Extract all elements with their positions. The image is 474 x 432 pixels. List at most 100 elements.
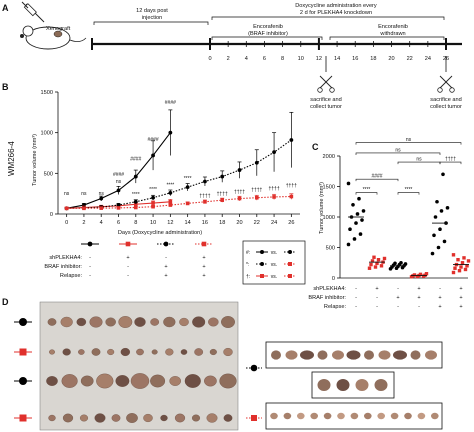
c-bracket (397, 192, 420, 195)
b-data-point (220, 198, 225, 202)
c-design-table: shPLEKHA4: - + - + - + BRAF inhibitor: - - + + + + Rel… (308, 286, 462, 310)
timeline-tick-label: 24 (425, 56, 431, 62)
c-data-point (460, 261, 465, 265)
c-data-point (399, 260, 403, 265)
c-design-value: + (438, 304, 441, 310)
tumor-sample (192, 316, 206, 328)
c-design-row-label: Relapse: (324, 304, 347, 310)
tumor-sample (317, 379, 331, 391)
b-x-tick-label: 16 (202, 220, 208, 226)
tumor-sample (431, 412, 439, 420)
tumor-sample (208, 317, 219, 327)
c-design-value: + (459, 304, 462, 310)
c-design-value: - (418, 304, 420, 310)
c-data-point (435, 199, 439, 204)
b-design-value: + (164, 273, 167, 279)
c-data-point (453, 266, 457, 270)
tumor-sample (310, 412, 319, 420)
c-data-point (369, 262, 373, 267)
phase-bracket (93, 21, 209, 25)
xenograft-label: Xenograft (46, 26, 71, 32)
b-significance-label: ns (81, 191, 87, 197)
c-design-value: - (355, 304, 357, 310)
b-legend-text: vs. (271, 262, 277, 268)
b-y-axis-title: Tumor volume (mm³) (32, 134, 38, 186)
mouse-icon (20, 25, 87, 50)
c-bracket-label: ns (406, 137, 412, 143)
b-annotations: ns ns nsns################****************… (64, 100, 297, 200)
b-data-point (151, 153, 155, 158)
c-design-value: - (397, 286, 399, 292)
tumor-sample (204, 375, 217, 387)
tumor-sample (404, 412, 412, 420)
b-data-point (82, 206, 86, 211)
tumor-sample (374, 379, 388, 391)
tumor-sample (350, 412, 359, 420)
tumor-sample (346, 350, 361, 360)
c-data-point (357, 196, 361, 201)
c-data-point (451, 270, 456, 275)
c-design-value: - (355, 286, 357, 292)
tumor-sample (323, 412, 332, 420)
tumor-sample (184, 374, 201, 388)
c-data-point (456, 258, 460, 262)
c-data-point (375, 261, 379, 266)
b-significance-label: #### (130, 156, 141, 162)
tumor-sample (332, 350, 344, 360)
c-y-tick-label: 1500 (323, 185, 335, 191)
timeline-tick-label: 12 (316, 56, 322, 62)
tumor-sample (143, 413, 153, 423)
b-data-point (168, 200, 173, 204)
b-design-value: + (202, 255, 205, 261)
c-data-point (459, 265, 463, 269)
c-bracket-label: ns (416, 157, 422, 163)
tumor-sample (336, 379, 350, 391)
c-data-point (412, 273, 417, 277)
b-data-point (220, 174, 225, 179)
b-data-point (133, 202, 138, 207)
b-legend: #: vs. *: vs. †: vs. (242, 240, 306, 285)
c-data-point (376, 258, 381, 262)
c-data-point (393, 261, 397, 266)
b-data-point (168, 190, 173, 195)
panel-label-b: B (2, 82, 9, 92)
tumor-sample (61, 374, 78, 388)
tumor-sample (62, 348, 71, 356)
b-data-point (116, 203, 121, 207)
timeline-tick-label: 22 (407, 56, 413, 62)
b-design-value: - (127, 273, 129, 279)
b-x-tick-label: 10 (150, 220, 156, 226)
tumor-sample (393, 350, 407, 360)
timeline-tick-label: 18 (370, 56, 376, 62)
c-design-value: + (438, 295, 441, 301)
tumor-sample (270, 412, 278, 420)
b-data-point (203, 179, 207, 184)
b-data-point (289, 138, 294, 142)
c-design-value: - (376, 304, 378, 310)
phase-post-injection-label-line1: 12 days post (136, 8, 168, 14)
tumor-sample (219, 373, 237, 389)
tumor-sample (169, 376, 181, 386)
b-y-tick-label: 0 (50, 212, 53, 218)
c-bracket-label: ns (395, 147, 401, 153)
tumor-sample (76, 317, 87, 327)
b-significance-label: ns (116, 179, 122, 185)
b-significance-label: #### (148, 137, 159, 143)
b-design-row-label: Relapse: (60, 273, 83, 279)
tumor-sample (206, 413, 218, 423)
panel-label-a: A (2, 3, 9, 13)
b-data-point (237, 168, 242, 172)
tumor-sample (283, 412, 292, 420)
b-x-tick-label: 8 (134, 220, 137, 226)
panel-b: B WM266-4 Tumor volume (mm³) Days (Doxyc… (2, 82, 306, 285)
c-data-point (346, 181, 351, 186)
b-design-row-label: BRAF inhibitor: (44, 264, 82, 270)
b-data-point (272, 150, 276, 155)
c-data-point (361, 209, 366, 213)
b-x-tick-label: 2 (82, 220, 85, 226)
b-legend-marker (288, 250, 292, 254)
c-data-point (367, 266, 372, 270)
c-data-point (403, 262, 408, 266)
c-bracket (439, 161, 462, 165)
c-data-point (382, 256, 387, 261)
